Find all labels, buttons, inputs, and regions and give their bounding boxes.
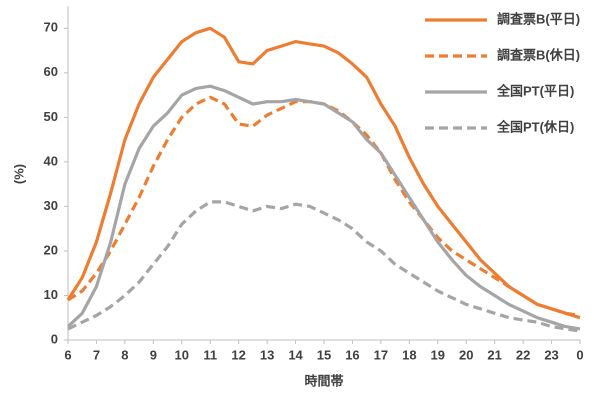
series-line (66, 26, 581, 320)
legend-label: 全国PT(平日) (496, 83, 574, 98)
x-tick-label: 11 (203, 347, 217, 362)
y-tick-label: 0 (51, 331, 58, 346)
y-tick-label: 60 (44, 64, 58, 79)
x-tick-label: 20 (459, 347, 473, 362)
x-tick-label: 10 (175, 347, 189, 362)
y-tick-label: 30 (44, 198, 58, 213)
y-axis-label: (%) (11, 164, 26, 184)
series-line (67, 200, 581, 333)
x-tick-label: 22 (516, 347, 530, 362)
x-axis-label: 時間帯 (304, 373, 343, 388)
legend-label: 全国PT(休日) (496, 119, 574, 134)
x-tick-label: 9 (150, 347, 157, 362)
series-line (66, 84, 581, 331)
x-tick-label: 17 (374, 347, 388, 362)
x-tick-label: 16 (345, 347, 359, 362)
x-tick-label: 8 (121, 347, 128, 362)
y-tick-label: 40 (44, 153, 58, 168)
legend-label: 調査票B(休日) (497, 47, 580, 62)
legend-label: 調査票B(平日) (497, 11, 580, 26)
y-tick-label: 10 (44, 287, 58, 302)
x-tick-label: 0 (576, 347, 583, 362)
x-tick-label: 13 (260, 347, 274, 362)
y-tick-label: 70 (44, 20, 58, 35)
x-tick-label: 6 (64, 347, 71, 362)
x-tick-label: 12 (231, 347, 245, 362)
x-tick-label: 15 (317, 347, 331, 362)
y-tick-label: 20 (44, 242, 58, 257)
y-tick-label: 50 (44, 109, 58, 124)
x-tick-label: 14 (288, 347, 303, 362)
x-tick-label: 23 (544, 347, 558, 362)
x-tick-label: 18 (402, 347, 416, 362)
x-tick-label: 19 (431, 347, 445, 362)
x-tick-label: 7 (93, 347, 100, 362)
x-tick-label: 21 (487, 347, 501, 362)
